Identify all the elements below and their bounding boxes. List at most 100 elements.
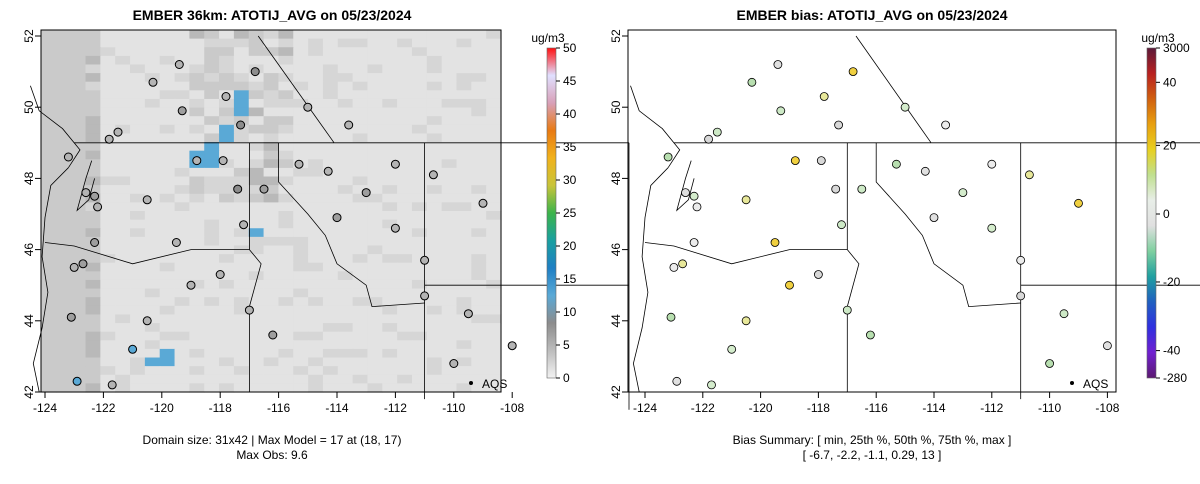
- grid-cell: [442, 245, 457, 254]
- grid-cell: [175, 142, 190, 151]
- grid-cell: [427, 159, 442, 168]
- grid-cell: [219, 237, 234, 246]
- grid-cell: [471, 228, 486, 237]
- grid-cell: [308, 39, 323, 48]
- grid-cell: [338, 64, 353, 73]
- grid-cell: [86, 323, 101, 332]
- grid-cell: [145, 168, 160, 177]
- grid-cell: [115, 82, 130, 91]
- right-chart-title: EMBER bias: ATOTIJ_AVG on 05/23/2024: [736, 7, 1007, 23]
- grid-cell: [115, 47, 130, 56]
- grid-cell: [338, 289, 353, 298]
- y-tick-label: 44: [22, 314, 36, 328]
- colorbar-bar: [547, 48, 556, 378]
- grid-cell: [86, 47, 101, 56]
- grid-cell: [353, 30, 368, 39]
- grid-cell: [338, 133, 353, 142]
- grid-cell: [189, 332, 204, 341]
- grid-cell: [130, 177, 145, 186]
- grid-cell: [219, 332, 234, 341]
- grid-cell: [308, 30, 323, 39]
- grid-cell: [442, 280, 457, 289]
- grid-cell: [382, 56, 397, 65]
- grid-cell: [427, 306, 442, 315]
- grid-cell: [456, 177, 471, 186]
- grid-cell: [397, 185, 412, 194]
- grid-cell: [189, 297, 204, 306]
- grid-cell: [397, 245, 412, 254]
- bias-point: [817, 157, 825, 165]
- grid-cell: [145, 280, 160, 289]
- grid-cell: [234, 159, 249, 168]
- grid-cell: [130, 289, 145, 298]
- grid-cell: [175, 366, 190, 375]
- grid-cell: [278, 366, 293, 375]
- obs-point: [175, 61, 183, 69]
- grid-cell: [486, 254, 501, 263]
- grid-cell: [456, 297, 471, 306]
- bias-point: [988, 160, 996, 168]
- grid-cell: [442, 133, 457, 142]
- grid-cell: [293, 194, 308, 203]
- grid-cell: [382, 185, 397, 194]
- grid-cell: [427, 332, 442, 341]
- grid-cell: [56, 194, 71, 203]
- grid-cell: [293, 64, 308, 73]
- grid-cell: [308, 142, 323, 151]
- grid-cell: [293, 254, 308, 263]
- grid-cell: [56, 245, 71, 254]
- grid-cell: [397, 383, 412, 392]
- grid-cell: [249, 366, 264, 375]
- grid-cell: [219, 383, 234, 392]
- grid-cell: [471, 56, 486, 65]
- grid-cell: [412, 168, 427, 177]
- grid-cell: [353, 375, 368, 384]
- grid-cell: [189, 194, 204, 203]
- grid-cell: [412, 202, 427, 211]
- grid-cell: [219, 125, 234, 134]
- grid-cell: [264, 366, 279, 375]
- grid-cell: [427, 366, 442, 375]
- grid-cell: [219, 349, 234, 358]
- grid-cell: [219, 289, 234, 298]
- grid-cell: [175, 185, 190, 194]
- grid-cell: [367, 159, 382, 168]
- grid-cell: [338, 349, 353, 358]
- grid-cell: [442, 73, 457, 82]
- grid-cell: [264, 99, 279, 108]
- grid-cell: [145, 30, 160, 39]
- grid-cell: [353, 340, 368, 349]
- grid-cell: [427, 237, 442, 246]
- grid-cell: [471, 254, 486, 263]
- grid-cell: [189, 349, 204, 358]
- grid-cell: [115, 263, 130, 272]
- grid-cell: [56, 297, 71, 306]
- grid-cell: [175, 39, 190, 48]
- grid-cell: [278, 73, 293, 82]
- grid-cell: [382, 168, 397, 177]
- grid-cell: [56, 39, 71, 48]
- grid-cell: [145, 383, 160, 392]
- grid-cell: [204, 73, 219, 82]
- grid-cell: [71, 168, 86, 177]
- grid-cell: [471, 116, 486, 125]
- grid-cell: [338, 323, 353, 332]
- grid-cell: [204, 332, 219, 341]
- grid-cell: [175, 263, 190, 272]
- border-line: [856, 36, 931, 143]
- bias-point: [1025, 171, 1033, 179]
- grid-cell: [145, 133, 160, 142]
- grid-cell: [86, 332, 101, 341]
- grid-cell: [353, 177, 368, 186]
- grid-cell: [41, 125, 56, 134]
- grid-cell: [219, 56, 234, 65]
- grid-cell: [234, 142, 249, 151]
- grid-cell: [41, 151, 56, 160]
- obs-point: [64, 153, 72, 161]
- grid-cell: [323, 151, 338, 160]
- grid-cell: [293, 263, 308, 272]
- grid-cell: [397, 314, 412, 323]
- grid-cell: [86, 340, 101, 349]
- grid-cell: [249, 99, 264, 108]
- colorbar-tick-label: -280: [1163, 371, 1187, 385]
